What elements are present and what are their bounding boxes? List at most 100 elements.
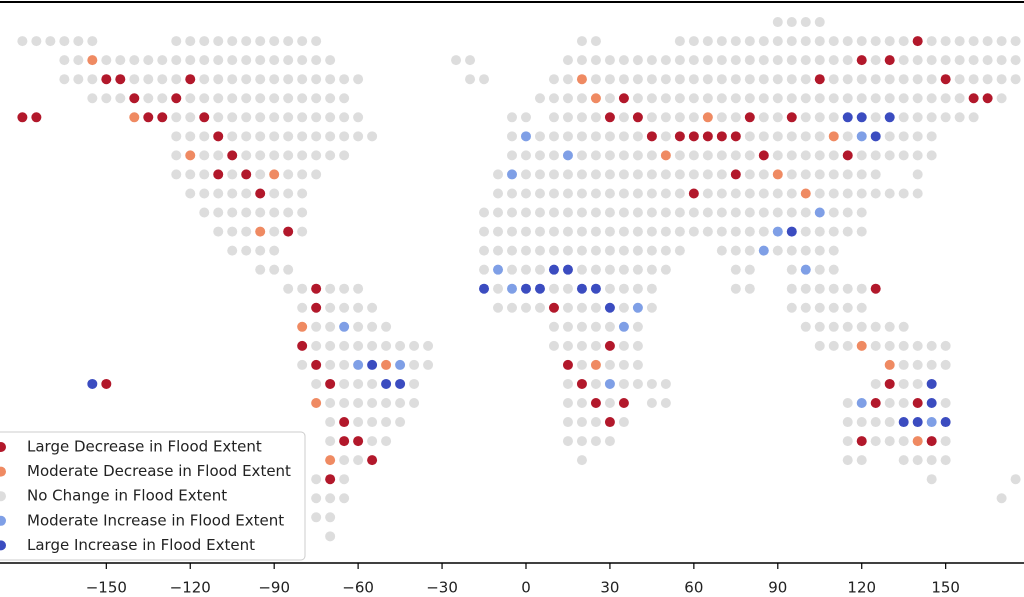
data-dot	[325, 321, 336, 332]
data-dot	[283, 93, 294, 104]
data-dot	[311, 493, 322, 504]
data-dot	[311, 112, 322, 123]
data-dot	[828, 55, 839, 66]
data-dot	[674, 169, 685, 180]
data-dot	[604, 359, 615, 370]
data-dot	[255, 245, 266, 256]
data-dot	[548, 226, 559, 237]
data-dot	[940, 455, 951, 466]
data-dot	[814, 302, 825, 313]
data-dot	[940, 74, 951, 85]
data-dot	[325, 359, 336, 370]
data-dot	[772, 55, 783, 66]
data-dot	[269, 93, 280, 104]
data-dot	[744, 226, 755, 237]
data-dot	[576, 455, 587, 466]
data-dot	[548, 283, 559, 294]
data-dot	[786, 93, 797, 104]
data-dot	[576, 150, 587, 161]
data-dot	[912, 340, 923, 351]
data-dot	[395, 398, 406, 408]
data-dot	[562, 93, 573, 104]
data-dot	[898, 131, 909, 142]
data-dot	[716, 74, 727, 85]
data-dot	[884, 131, 895, 142]
data-dot	[283, 264, 294, 275]
data-dot	[562, 398, 573, 408]
data-dot	[479, 207, 490, 218]
data-dot	[241, 131, 252, 142]
data-dot	[283, 36, 294, 47]
data-dot	[632, 150, 643, 161]
data-dot	[339, 474, 350, 485]
data-dot	[814, 131, 825, 142]
data-dot	[199, 169, 210, 180]
data-dot	[702, 188, 713, 199]
data-dot	[968, 112, 979, 123]
data-dot	[17, 36, 28, 47]
data-dot	[898, 417, 909, 428]
data-dot	[940, 398, 951, 408]
data-dot	[982, 93, 993, 104]
data-dot	[157, 55, 168, 66]
data-dot	[381, 417, 392, 428]
data-dot	[213, 112, 224, 123]
data-dot	[590, 321, 601, 332]
data-dot	[604, 74, 615, 85]
data-dot	[590, 245, 601, 256]
data-dot	[632, 226, 643, 237]
data-dot	[912, 74, 923, 85]
data-dot	[227, 169, 238, 180]
data-dot	[353, 359, 364, 370]
data-dot	[618, 340, 629, 351]
data-dot	[786, 302, 797, 313]
data-dot	[255, 188, 266, 199]
data-dot	[828, 169, 839, 180]
data-dot	[842, 55, 853, 66]
data-dot	[786, 188, 797, 199]
data-dot	[157, 74, 168, 85]
data-dot	[674, 131, 685, 142]
data-dot	[772, 226, 783, 237]
data-dot	[758, 36, 769, 47]
data-dot	[199, 207, 210, 218]
data-dot	[199, 93, 210, 104]
x-tick-label: −120	[170, 579, 211, 597]
data-dot	[660, 245, 671, 256]
data-dot	[297, 340, 308, 351]
data-dot	[884, 321, 895, 332]
data-dot	[632, 359, 643, 370]
data-dot	[255, 264, 266, 275]
data-dot	[814, 207, 825, 218]
data-dot	[562, 283, 573, 294]
data-dot	[171, 55, 182, 66]
data-dot	[604, 302, 615, 313]
data-dot	[507, 264, 517, 275]
data-dot	[590, 398, 601, 408]
data-dot	[660, 398, 671, 408]
x-tick-label: 60	[684, 579, 703, 597]
data-dot	[744, 131, 755, 142]
data-dot	[227, 55, 238, 66]
data-dot	[758, 112, 769, 123]
data-dot	[730, 283, 741, 294]
data-dot	[507, 226, 517, 237]
data-dot	[870, 93, 881, 104]
data-dot	[842, 188, 853, 199]
data-dot	[912, 112, 923, 123]
data-dot	[548, 93, 559, 104]
x-tick-label: −90	[258, 579, 290, 597]
data-dot	[632, 188, 643, 199]
data-dot	[632, 283, 643, 294]
data-dot	[185, 131, 196, 142]
data-dot	[618, 226, 629, 237]
data-dot	[534, 264, 545, 275]
data-dot	[632, 321, 643, 332]
data-dot	[115, 74, 126, 85]
data-dot	[283, 226, 294, 237]
data-dot	[716, 169, 727, 180]
data-dot	[548, 131, 559, 142]
data-dot	[646, 74, 657, 85]
data-dot	[842, 340, 853, 351]
data-dot	[870, 340, 881, 351]
